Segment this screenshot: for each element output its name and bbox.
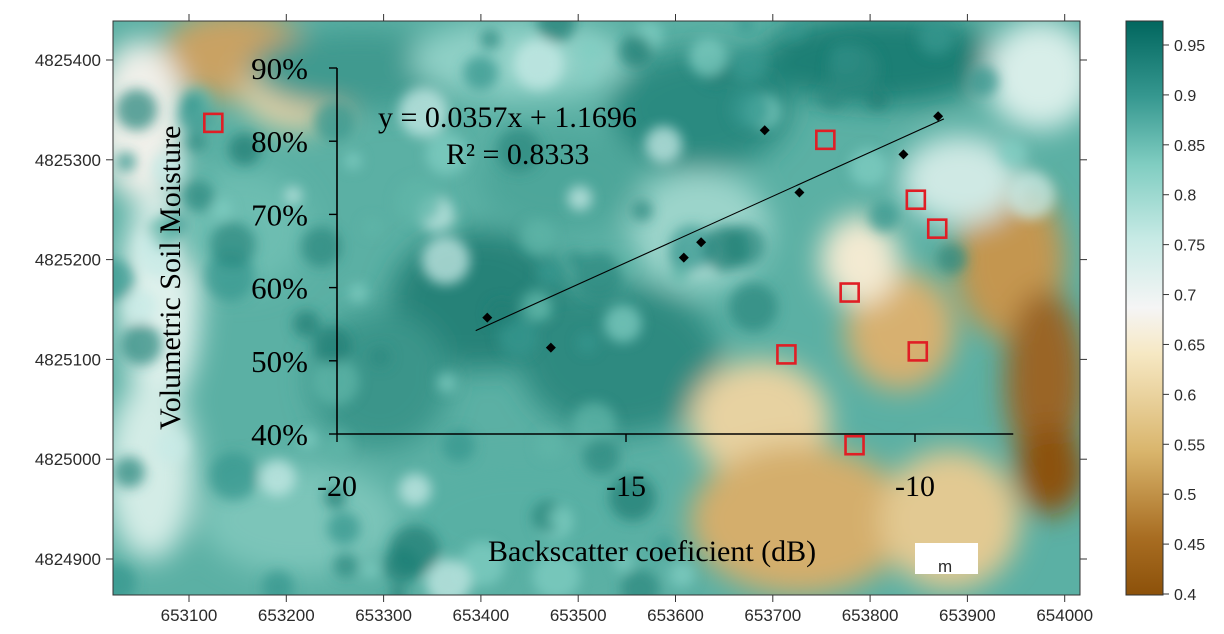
scatter-y-tick-label: 40% xyxy=(251,417,308,452)
scale-box xyxy=(915,543,978,574)
data-point xyxy=(545,342,556,353)
y-axis-label: Volumetric Soil Moisture xyxy=(154,126,187,430)
map-frame xyxy=(112,20,1081,596)
sample-marker xyxy=(926,218,948,239)
colorbar-tick-label: 0.45 xyxy=(1174,537,1205,554)
map-x-tick-label: 653100 xyxy=(161,606,218,625)
scale-label: m xyxy=(938,557,952,576)
map-x-tick-label: 653600 xyxy=(647,606,704,625)
map-y-tick-label: 4825000 xyxy=(35,450,101,469)
colorbar: 0.95 0.9 0.85 0.8 0.75 0.7 0.65 0.6 0.55 0.5 0.45 0… xyxy=(1125,20,1205,604)
data-point xyxy=(696,237,707,248)
map-x-tick-label: 653800 xyxy=(842,606,899,625)
regression-line xyxy=(475,118,945,332)
data-point xyxy=(898,149,909,160)
scatter-y-tick-label: 90% xyxy=(251,51,308,86)
scatter-x-tick-label: -15 xyxy=(606,470,646,503)
sample-marker xyxy=(844,434,865,456)
sample-marker xyxy=(815,129,836,151)
data-point xyxy=(933,111,944,122)
map-x-tick-label: 654000 xyxy=(1036,606,1093,625)
map-x-tick-label: 653200 xyxy=(258,606,315,625)
map-y-tick-label: 4825300 xyxy=(35,151,101,170)
sample-marker xyxy=(905,189,927,211)
colorbar-tick-label: 0.55 xyxy=(1174,437,1205,454)
colorbar-tick-label: 0.5 xyxy=(1174,487,1196,504)
colorbar-tick-label: 0.7 xyxy=(1174,288,1196,305)
map-y-tick-label: 4824900 xyxy=(35,550,101,569)
map-x-tick-label: 653700 xyxy=(744,606,801,625)
map-x-tick-label: 653500 xyxy=(550,606,607,625)
map-y-tick-label: 4825200 xyxy=(35,251,101,270)
colorbar-tick-label: 0.85 xyxy=(1174,138,1205,155)
colorbar-tick-label: 0.65 xyxy=(1174,337,1205,354)
map-y-tick-label: 4825100 xyxy=(35,350,101,369)
colorbar-gradient xyxy=(1125,20,1164,596)
data-point xyxy=(759,125,770,136)
scatter-y-tick-label: 50% xyxy=(251,344,308,379)
map-y-axis: 4825400 4825300 4825200 4825100 4825000 48249… xyxy=(35,51,1087,569)
soil-moisture-map: 653100 653200 653300 653400 653500 653600 6537… xyxy=(35,14,1093,625)
map-x-tick-label: 653400 xyxy=(453,606,510,625)
x-axis-label: Backscatter coeficient (dB) xyxy=(488,535,816,568)
sample-locations xyxy=(203,112,948,456)
sample-marker xyxy=(203,112,224,134)
colorbar-tick-label: 0.75 xyxy=(1174,238,1205,255)
scatter-y-tick-label: 60% xyxy=(251,271,308,306)
map-x-tick-label: 653300 xyxy=(355,606,412,625)
sample-marker xyxy=(839,282,860,303)
sample-marker xyxy=(776,344,797,365)
data-point xyxy=(794,187,805,198)
colorbar-tick-label: 0.8 xyxy=(1174,188,1196,205)
colorbar-tick-label: 0.95 xyxy=(1174,38,1205,55)
map-x-tick-label: 653900 xyxy=(939,606,996,625)
colorbar-tick-label: 0.6 xyxy=(1174,387,1196,404)
scatter-x-tick-label: -10 xyxy=(895,470,935,503)
scatter-y-tick-label: 70% xyxy=(251,197,308,232)
map-y-tick-label: 4825400 xyxy=(35,51,101,70)
colorbar-tick-label: 0.4 xyxy=(1174,587,1196,604)
scatter-plot: -20 -15 -10 40% 50% 60% 70% 80% 90% y = 0.0357x … xyxy=(154,51,1014,568)
scatter-x-tick-label: -20 xyxy=(317,470,357,503)
scatter-y-tick-label: 80% xyxy=(251,124,308,159)
r-squared: R² = 0.8333 xyxy=(446,138,589,171)
data-point xyxy=(482,312,493,323)
sample-marker xyxy=(907,341,929,362)
data-point xyxy=(678,252,689,263)
map-x-axis: 653100 653200 653300 653400 653500 653600 6537… xyxy=(161,14,1093,625)
colorbar-tick-label: 0.9 xyxy=(1174,88,1196,105)
regression-equation: y = 0.0357x + 1.1696 xyxy=(378,101,637,134)
